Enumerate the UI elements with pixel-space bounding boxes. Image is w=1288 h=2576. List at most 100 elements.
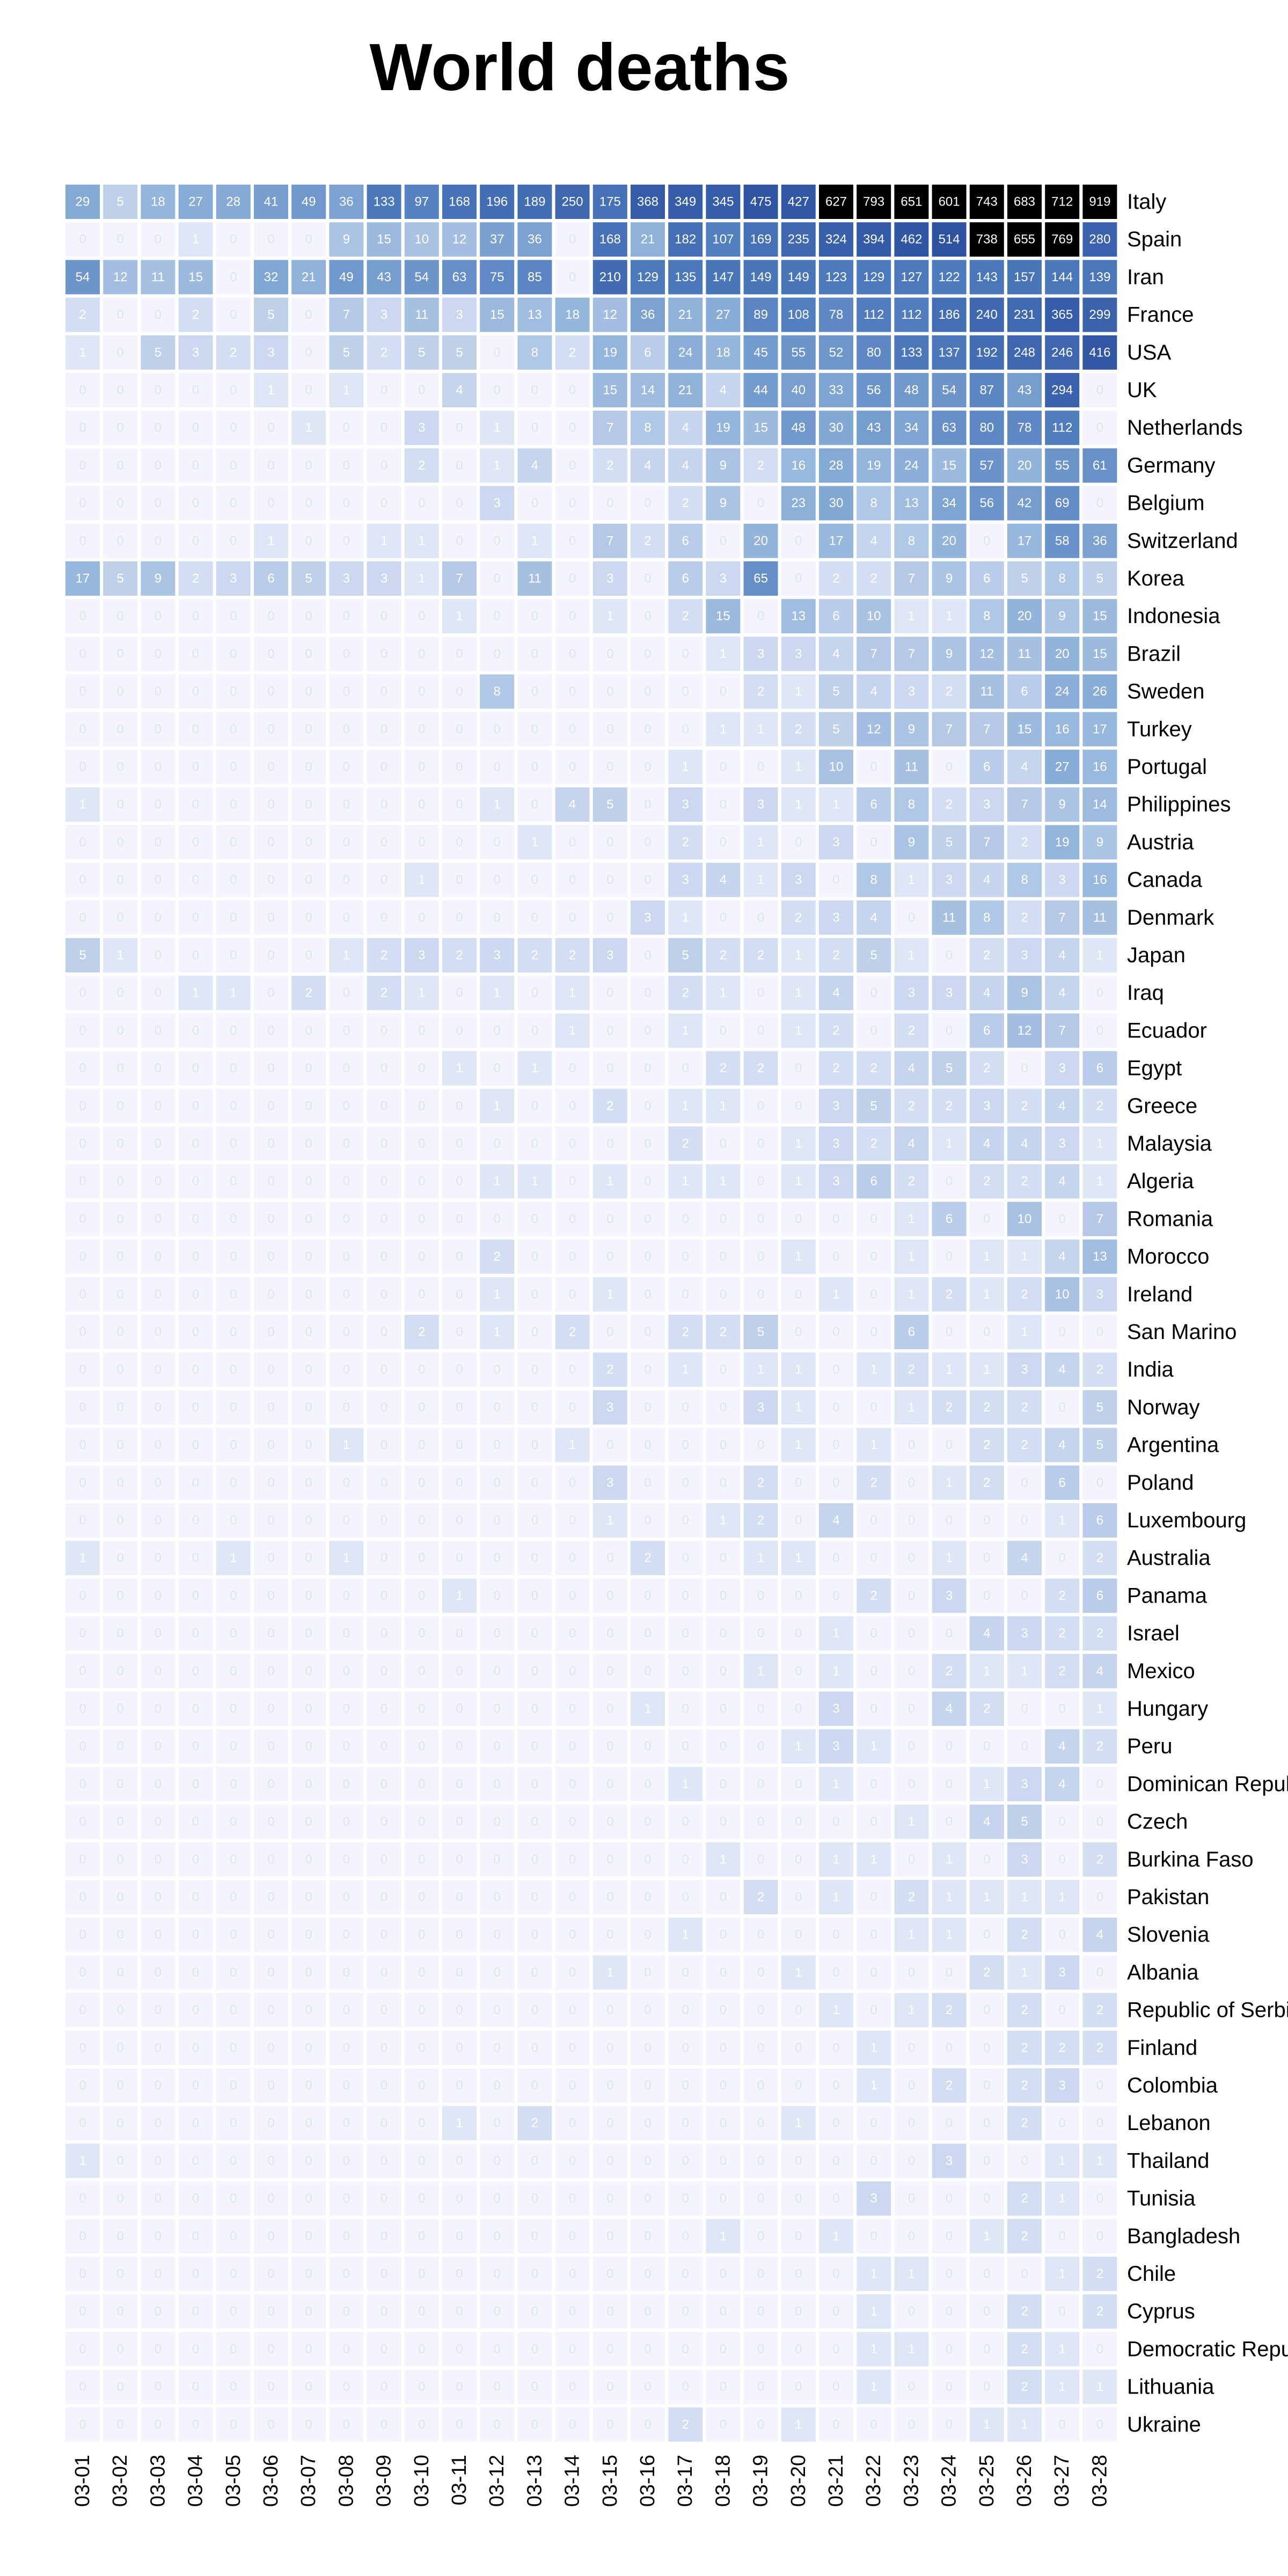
- cell-value-label: 0: [569, 873, 576, 887]
- cell-value-label: 2: [1096, 1739, 1103, 1754]
- heatmap-cell: [631, 448, 665, 483]
- heatmap-cell: [291, 486, 326, 521]
- cell-value-label: 11: [942, 910, 956, 925]
- cell-value-label: 0: [155, 684, 162, 699]
- heatmap-cell: [329, 335, 364, 370]
- cell-value-label: 0: [606, 2040, 613, 2055]
- heatmap-cell: [969, 297, 1004, 332]
- cell-value-label: 0: [832, 1325, 839, 1340]
- heatmap-cell: [743, 561, 778, 596]
- cell-value-label: 2: [1059, 1589, 1066, 1603]
- cell-value-label: 0: [720, 684, 727, 699]
- cell-value-label: 0: [569, 1249, 576, 1264]
- cell-value-label: 2: [946, 2079, 953, 2093]
- heatmap-cell: [1045, 712, 1080, 747]
- heatmap-cell: [329, 750, 364, 784]
- cell-value-label: 7: [908, 572, 915, 586]
- cell-value-label: 2: [757, 1513, 764, 1528]
- cell-value-label: 0: [531, 760, 538, 774]
- cell-value-label: 1: [79, 1551, 86, 1565]
- cell-value-label: 0: [606, 2229, 613, 2243]
- cell-value-label: 0: [155, 383, 162, 398]
- heatmap-cell: [668, 373, 703, 407]
- cell-value-label: 0: [305, 2040, 312, 2055]
- cell-value-label: 0: [267, 2267, 274, 2281]
- cell-value-label: 1: [983, 2229, 990, 2243]
- cell-value-label: 0: [644, 1475, 651, 1490]
- cell-value-label: 0: [757, 1174, 764, 1189]
- heatmap-cell: [1045, 599, 1080, 634]
- cell-value-label: 0: [569, 910, 576, 925]
- cell-value-label: 2: [983, 1174, 990, 1189]
- cell-value-label: 11: [151, 270, 165, 284]
- cell-value-label: 80: [979, 421, 994, 435]
- cell-value-label: 0: [644, 2079, 651, 2093]
- cell-value-label: 0: [569, 496, 576, 510]
- cell-value-label: 1: [795, 1023, 802, 1038]
- heatmap-cell: [65, 561, 100, 596]
- cell-value-label: 0: [1096, 1475, 1103, 1490]
- cell-value-label: 0: [494, 1589, 501, 1603]
- cell-value-label: 0: [606, 873, 613, 887]
- cell-value-label: 0: [494, 1852, 501, 1867]
- heatmap-cell: [254, 260, 288, 295]
- cell-value-label: 0: [192, 1777, 199, 1791]
- row-label: Norway: [1127, 1395, 1200, 1419]
- cell-value-label: 6: [682, 533, 689, 548]
- heatmap-cell: [178, 674, 213, 709]
- column-date-label: 03-23: [900, 2455, 923, 2507]
- cell-value-label: 0: [494, 1702, 501, 1716]
- heatmap-cell: [480, 486, 515, 521]
- heatmap-cell: [555, 411, 590, 445]
- cell-value-label: 0: [230, 421, 237, 435]
- cell-value-label: 0: [192, 1852, 199, 1867]
- heatmap-cell: [743, 222, 778, 257]
- cell-value-label: 0: [155, 2116, 162, 2131]
- cell-value-label: 0: [343, 760, 350, 774]
- heatmap-cell: [706, 674, 741, 709]
- heatmap-cell: [555, 523, 590, 558]
- cell-value-label: 0: [531, 2003, 538, 2017]
- cell-value-label: 27: [188, 195, 203, 209]
- cell-value-label: 1: [418, 572, 425, 586]
- heatmap-cell: [668, 486, 703, 521]
- cell-value-label: 0: [531, 1702, 538, 1716]
- cell-value-label: 1: [494, 1174, 501, 1189]
- heatmap-cell: [1082, 373, 1117, 407]
- cell-value-label: 0: [79, 722, 86, 736]
- cell-value-label: 2: [1021, 2304, 1028, 2319]
- cell-value-label: 0: [983, 2116, 990, 2131]
- cell-value-label: 0: [343, 2116, 350, 2131]
- cell-value-label: 112: [863, 308, 884, 322]
- cell-value-label: 0: [343, 1739, 350, 1754]
- cell-value-label: 0: [192, 2191, 199, 2206]
- heatmap-cell: [178, 373, 213, 407]
- cell-value-label: 16: [1055, 722, 1070, 736]
- cell-value-label: 6: [983, 760, 990, 774]
- cell-value-label: 2: [1096, 2304, 1103, 2319]
- cells-layer: 29 5 18 27 28 41 49 36 133 97 168 196 189 250 175 368 34…: [65, 185, 1117, 2442]
- heatmap-cell: [668, 222, 703, 257]
- cell-value-label: 0: [192, 647, 199, 661]
- cell-value-label: 0: [117, 873, 124, 887]
- cell-value-label: 0: [456, 1814, 463, 1829]
- cell-value-label: 919: [1089, 195, 1110, 209]
- cell-value-label: 0: [531, 421, 538, 435]
- cell-value-label: 1: [983, 1664, 990, 1678]
- cell-value-label: 3: [418, 948, 425, 963]
- cell-value-label: 0: [79, 1475, 86, 1490]
- cell-value-label: 462: [901, 232, 922, 247]
- heatmap-cell: [1045, 448, 1080, 483]
- cell-value-label: 0: [343, 1928, 350, 1942]
- heatmap-cell: [1082, 411, 1117, 445]
- cell-value-label: 0: [418, 1023, 425, 1038]
- cell-value-label: 9: [946, 572, 953, 586]
- cell-value-label: 0: [343, 2003, 350, 2017]
- heatmap-cell: [1007, 373, 1042, 407]
- cell-value-label: 4: [1021, 1137, 1028, 1151]
- cell-value-label: 0: [418, 2380, 425, 2394]
- cell-value-label: 9: [155, 572, 162, 586]
- heatmap-cell: [329, 636, 364, 671]
- cell-value-label: 1: [418, 873, 425, 887]
- heatmap-cell: [103, 260, 138, 295]
